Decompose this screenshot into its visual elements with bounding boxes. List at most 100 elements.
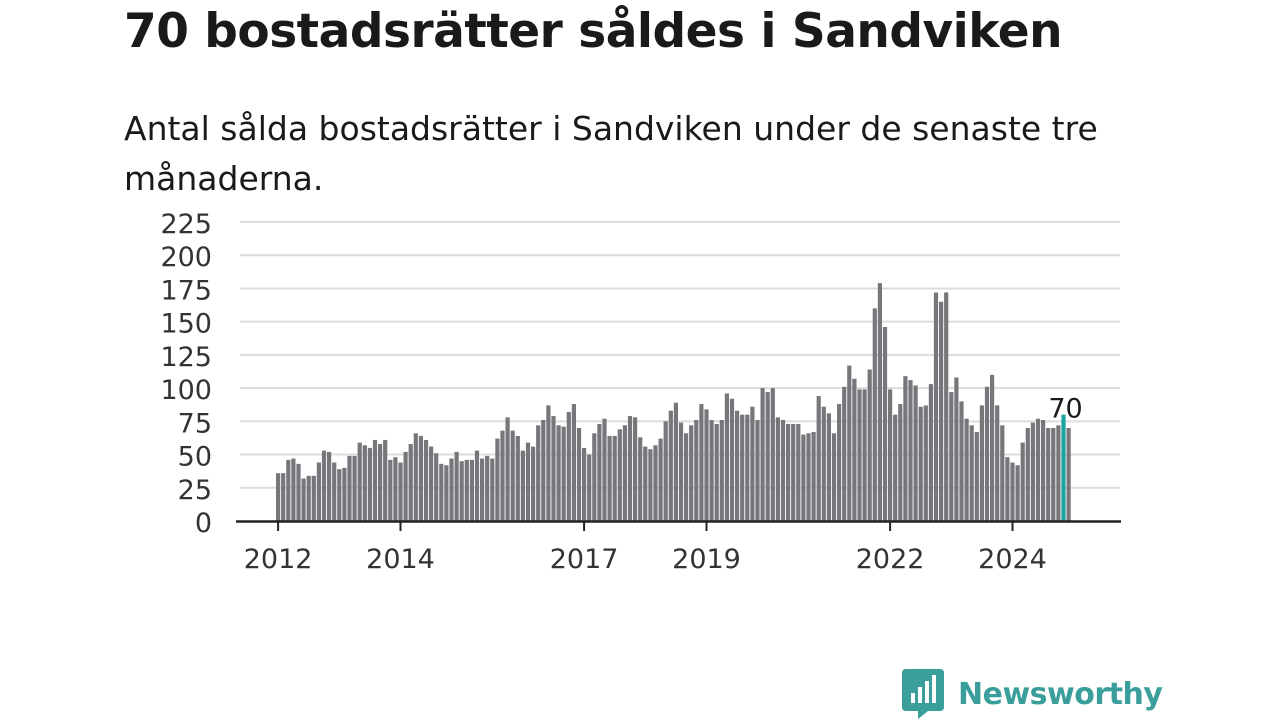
bar xyxy=(949,392,954,521)
bar xyxy=(372,439,378,521)
bar xyxy=(831,433,837,521)
x-tick-label: 2014 xyxy=(366,544,435,575)
bar xyxy=(327,451,332,521)
bar xyxy=(423,439,429,521)
bar xyxy=(648,449,653,521)
brand-logo: Newsworthy xyxy=(902,669,1163,719)
bar xyxy=(806,433,811,521)
bar xyxy=(780,420,786,521)
bar xyxy=(684,433,689,521)
bar xyxy=(990,374,995,521)
bar xyxy=(928,384,933,521)
bar xyxy=(536,425,541,521)
bar xyxy=(668,410,673,521)
bar xyxy=(923,405,928,521)
bars xyxy=(276,283,1071,521)
bar xyxy=(520,450,525,521)
bar xyxy=(1056,425,1061,521)
bar xyxy=(444,465,449,521)
bar xyxy=(811,431,816,521)
bar xyxy=(770,388,775,521)
bar xyxy=(1051,427,1056,521)
bar xyxy=(561,426,566,521)
bar xyxy=(750,406,755,521)
bar xyxy=(408,443,413,521)
bar xyxy=(933,292,939,521)
bar xyxy=(352,455,357,521)
bar xyxy=(1030,422,1035,521)
bar xyxy=(877,283,882,521)
bar xyxy=(551,416,556,521)
bar xyxy=(857,389,862,521)
bar xyxy=(765,392,770,521)
bar xyxy=(1041,420,1046,521)
bar xyxy=(826,413,831,521)
bar xyxy=(724,393,729,521)
bar xyxy=(357,442,362,521)
bar xyxy=(974,431,979,521)
bar xyxy=(1046,427,1051,521)
bar xyxy=(1015,465,1020,521)
bar xyxy=(612,435,617,521)
bar xyxy=(311,475,316,521)
bar xyxy=(332,462,337,521)
bar xyxy=(439,463,444,521)
y-tick-label: 100 xyxy=(160,375,212,406)
bar xyxy=(281,473,286,521)
bar xyxy=(1035,418,1041,521)
bar xyxy=(775,417,780,521)
bar xyxy=(908,380,913,521)
bar xyxy=(367,447,372,521)
bar xyxy=(454,451,459,521)
bar xyxy=(791,423,796,521)
bar xyxy=(607,435,612,521)
bar xyxy=(393,457,398,521)
highlight-bar xyxy=(1061,414,1066,521)
bar xyxy=(388,459,393,521)
bar xyxy=(1005,457,1010,521)
x-tick-label: 2022 xyxy=(856,544,925,575)
bar xyxy=(903,376,908,521)
brand-name: Newsworthy xyxy=(958,676,1163,712)
bar xyxy=(709,420,714,521)
bar xyxy=(474,450,480,521)
bar xyxy=(541,420,546,521)
bar xyxy=(740,414,745,521)
x-tick-label: 2012 xyxy=(244,544,313,575)
bar xyxy=(852,378,857,521)
bar xyxy=(979,405,984,521)
bar xyxy=(347,455,352,521)
bar xyxy=(398,462,403,521)
bar xyxy=(959,401,964,521)
bar xyxy=(964,418,969,521)
bar xyxy=(898,404,903,521)
bar xyxy=(735,410,740,521)
bar xyxy=(801,434,806,521)
bar xyxy=(342,467,347,521)
bar xyxy=(816,396,821,521)
bar xyxy=(556,425,561,521)
bar xyxy=(755,420,760,521)
bar xyxy=(576,427,582,521)
bar xyxy=(449,458,454,521)
y-tick-label: 125 xyxy=(160,342,212,373)
bar xyxy=(1066,427,1071,521)
bar xyxy=(663,421,668,521)
bar xyxy=(622,425,627,521)
bar xyxy=(1020,442,1025,521)
bar xyxy=(658,438,663,521)
bar xyxy=(434,453,439,521)
bar xyxy=(714,423,719,521)
bar xyxy=(301,478,306,521)
bar xyxy=(403,451,408,521)
bar xyxy=(296,463,301,521)
bar xyxy=(546,405,551,521)
bar xyxy=(918,406,923,521)
bar xyxy=(306,475,311,521)
bar xyxy=(1000,425,1005,521)
highlight-value-label: 70 xyxy=(1048,393,1082,424)
bar xyxy=(729,398,735,521)
bar xyxy=(699,404,704,521)
